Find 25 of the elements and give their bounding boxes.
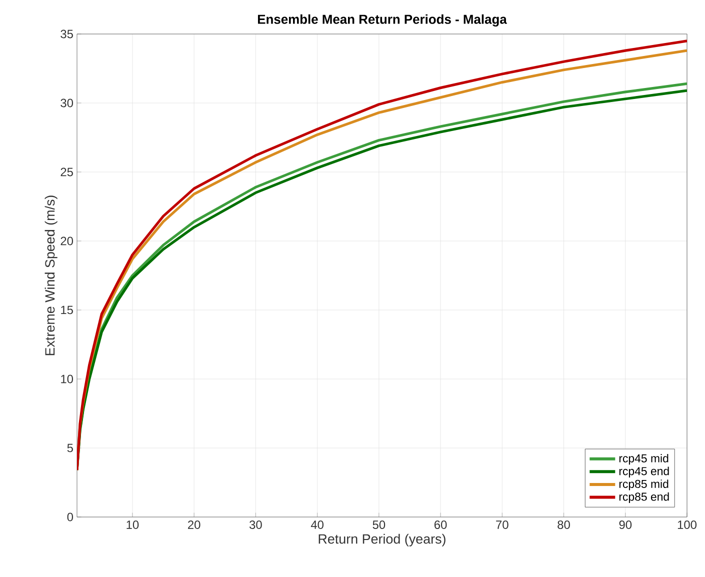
chart-title: Ensemble Mean Return Periods - Malaga <box>258 14 507 27</box>
legend-label: rcp45 mid <box>619 454 668 465</box>
x-tick-label: 100 <box>678 520 697 529</box>
legend-label: rcp85 mid <box>619 480 668 490</box>
y-axis-title: Extreme Wind Speed (m/s) <box>44 196 58 356</box>
x-tick-label: 90 <box>619 520 632 529</box>
y-tick-label: 5 <box>67 444 73 452</box>
x-tick-label: 30 <box>249 520 262 529</box>
x-tick-label: 20 <box>188 520 200 529</box>
y-tick-label: 15 <box>61 306 73 314</box>
x-tick-label: 80 <box>558 520 570 529</box>
y-tick-label: 25 <box>60 168 73 176</box>
y-tick-label: 35 <box>60 30 73 38</box>
y-tick-label: 30 <box>60 98 74 108</box>
x-tick-label: 40 <box>310 520 324 529</box>
legend-label: rcp85 end <box>619 492 669 504</box>
x-tick-label: 50 <box>372 520 386 529</box>
x-tick-label: 60 <box>434 520 447 529</box>
y-tick-label: 20 <box>60 236 74 246</box>
legend-label: rcp45 end <box>619 466 669 478</box>
x-tick-label: 70 <box>496 520 508 529</box>
x-tick-label: 10 <box>126 520 139 529</box>
y-tick-label: 10 <box>61 374 74 384</box>
x-axis-title: Return Period (years) <box>318 534 446 546</box>
y-tick-label: 0 <box>67 512 74 522</box>
